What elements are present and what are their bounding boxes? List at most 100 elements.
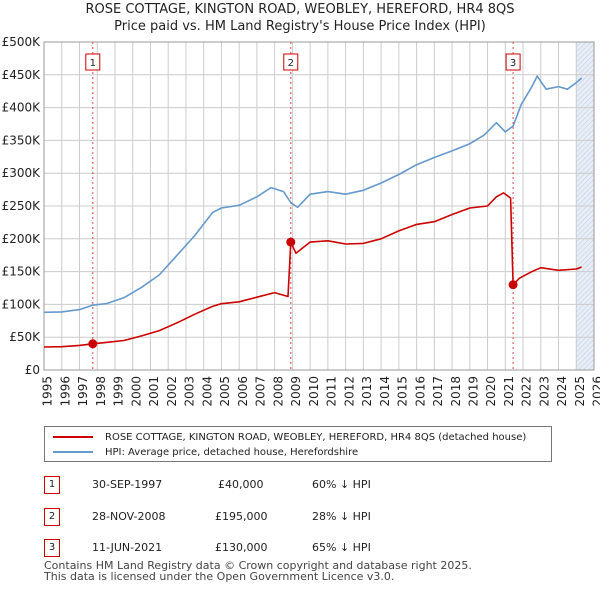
y-tick-label: £400K (2, 101, 42, 115)
forecast-hatch (576, 189, 595, 208)
forecast-hatch (576, 314, 595, 333)
y-tick-label: £450K (2, 68, 42, 82)
x-tick-label: 2011 (325, 376, 339, 407)
forecast-hatch (576, 124, 595, 143)
forecast-hatch (576, 179, 595, 198)
legend-label-hpi: HPI: Average price, detached house, Here… (105, 446, 359, 458)
sale-label-box (85, 53, 101, 71)
forecast-hatch (576, 139, 595, 158)
forecast-hatch (576, 309, 595, 328)
legend-label-property: ROSE COTTAGE, KINGTON ROAD, WEOBLEY, HER… (105, 431, 527, 443)
x-tick-label: 2009 (289, 376, 303, 407)
x-tick-label: 2004 (200, 376, 214, 407)
x-tick-label: 2021 (502, 376, 516, 407)
y-tick-label: £50K (9, 330, 41, 344)
forecast-hatch (576, 149, 595, 168)
forecast-hatch (576, 304, 595, 323)
transaction-price: £40,000 (218, 478, 264, 491)
forecast-hatch (576, 294, 595, 313)
x-tick-label: 2016 (413, 376, 427, 407)
sale-point (88, 339, 98, 349)
forecast-hatch (576, 279, 595, 298)
forecast-hatch (576, 204, 595, 223)
x-tick-label: 2002 (165, 376, 179, 407)
forecast-hatch (576, 159, 595, 178)
transaction-number-badge: 3 (44, 539, 60, 557)
forecast-hatch (576, 79, 595, 98)
forecast-hatch (576, 154, 595, 173)
forecast-hatch (583, 359, 595, 371)
x-tick-label: 2020 (484, 376, 498, 407)
sale-label: 1 (90, 58, 96, 69)
footer-copyright: Contains HM Land Registry data © Crown c… (44, 559, 472, 572)
x-tick-label: 2010 (307, 376, 321, 407)
forecast-hatch (578, 354, 595, 371)
y-tick-label: £350K (2, 133, 42, 147)
x-tick-label: 2026 (591, 376, 600, 407)
series-line-property (43, 192, 582, 348)
sale-point (286, 237, 296, 247)
forecast-hatch (576, 229, 595, 248)
x-tick-label: 2024 (555, 376, 569, 407)
sale-label: 3 (510, 58, 516, 69)
forecast-hatch (576, 209, 595, 228)
forecast-hatch (576, 44, 595, 63)
sale-point (508, 280, 518, 290)
table-row: 2 28-NOV-2008 £195,000 28% ↓ HPI (0, 507, 600, 529)
footer-licence: This data is licensed under the Open Gov… (44, 570, 395, 583)
forecast-hatch (576, 214, 595, 233)
y-tick-label: £200K (2, 232, 42, 246)
x-tick-label: 2003 (183, 376, 197, 407)
price-chart: £0 £50K £100K £150K £200K £250K £300K £350K £400… (2, 35, 600, 407)
transaction-date: 28-NOV-2008 (92, 510, 166, 523)
table-row: 3 11-JUN-2021 £130,000 65% ↓ HPI (0, 538, 600, 560)
forecast-hatch (576, 89, 595, 108)
x-tick-label: 2019 (467, 376, 481, 407)
forecast-hatch (576, 99, 595, 118)
transaction-price: £130,000 (215, 541, 268, 554)
forecast-hatch (576, 174, 595, 193)
plot-border (43, 41, 595, 371)
forecast-hatch (576, 64, 595, 83)
x-tick-label: 2008 (271, 376, 285, 407)
forecast-hatch (576, 299, 595, 318)
transaction-number-badge: 1 (44, 476, 60, 494)
forecast-hatch (576, 324, 595, 343)
forecast-hatch (576, 119, 595, 138)
y-tick-label: £100K (2, 297, 42, 311)
forecast-hatch (576, 49, 595, 68)
forecast-hatch (576, 41, 587, 53)
forecast-hatch (576, 59, 595, 78)
x-tick-label: 2013 (360, 376, 374, 407)
forecast-hatch (576, 329, 595, 348)
forecast-hatch (576, 69, 595, 88)
x-tick-label: 1995 (41, 376, 55, 407)
series-line-hpi (43, 75, 583, 314)
forecast-hatch (576, 199, 595, 218)
x-tick-label: 2014 (378, 376, 392, 407)
forecast-hatch (576, 129, 595, 148)
transaction-hpi-diff: 60% ↓ HPI (312, 478, 371, 491)
x-tick-label: 2006 (236, 376, 250, 407)
x-tick-label: 2007 (254, 376, 268, 407)
forecast-hatch (576, 194, 595, 213)
forecast-hatch (576, 41, 582, 48)
legend: ROSE COTTAGE, KINGTON ROAD, WEOBLEY, HER… (44, 426, 552, 462)
transaction-date: 11-JUN-2021 (92, 541, 163, 554)
y-tick-label: £300K (2, 166, 42, 180)
transaction-number-badge: 2 (44, 508, 60, 526)
transaction-hpi-diff: 65% ↓ HPI (312, 541, 371, 554)
forecast-hatch (576, 41, 592, 58)
forecast-hatch (576, 234, 595, 253)
forecast-hatch (576, 114, 595, 133)
x-tick-label: 2023 (537, 376, 551, 407)
legend-swatch-hpi (53, 451, 93, 453)
forecast-hatch (576, 259, 595, 278)
x-tick-label: 2012 (342, 376, 356, 407)
forecast-hatch (576, 344, 595, 363)
forecast-hatch (576, 244, 595, 263)
forecast-hatch (576, 109, 595, 128)
forecast-hatch (576, 94, 595, 113)
forecast-hatch (576, 339, 595, 358)
forecast-hatch (576, 249, 595, 268)
